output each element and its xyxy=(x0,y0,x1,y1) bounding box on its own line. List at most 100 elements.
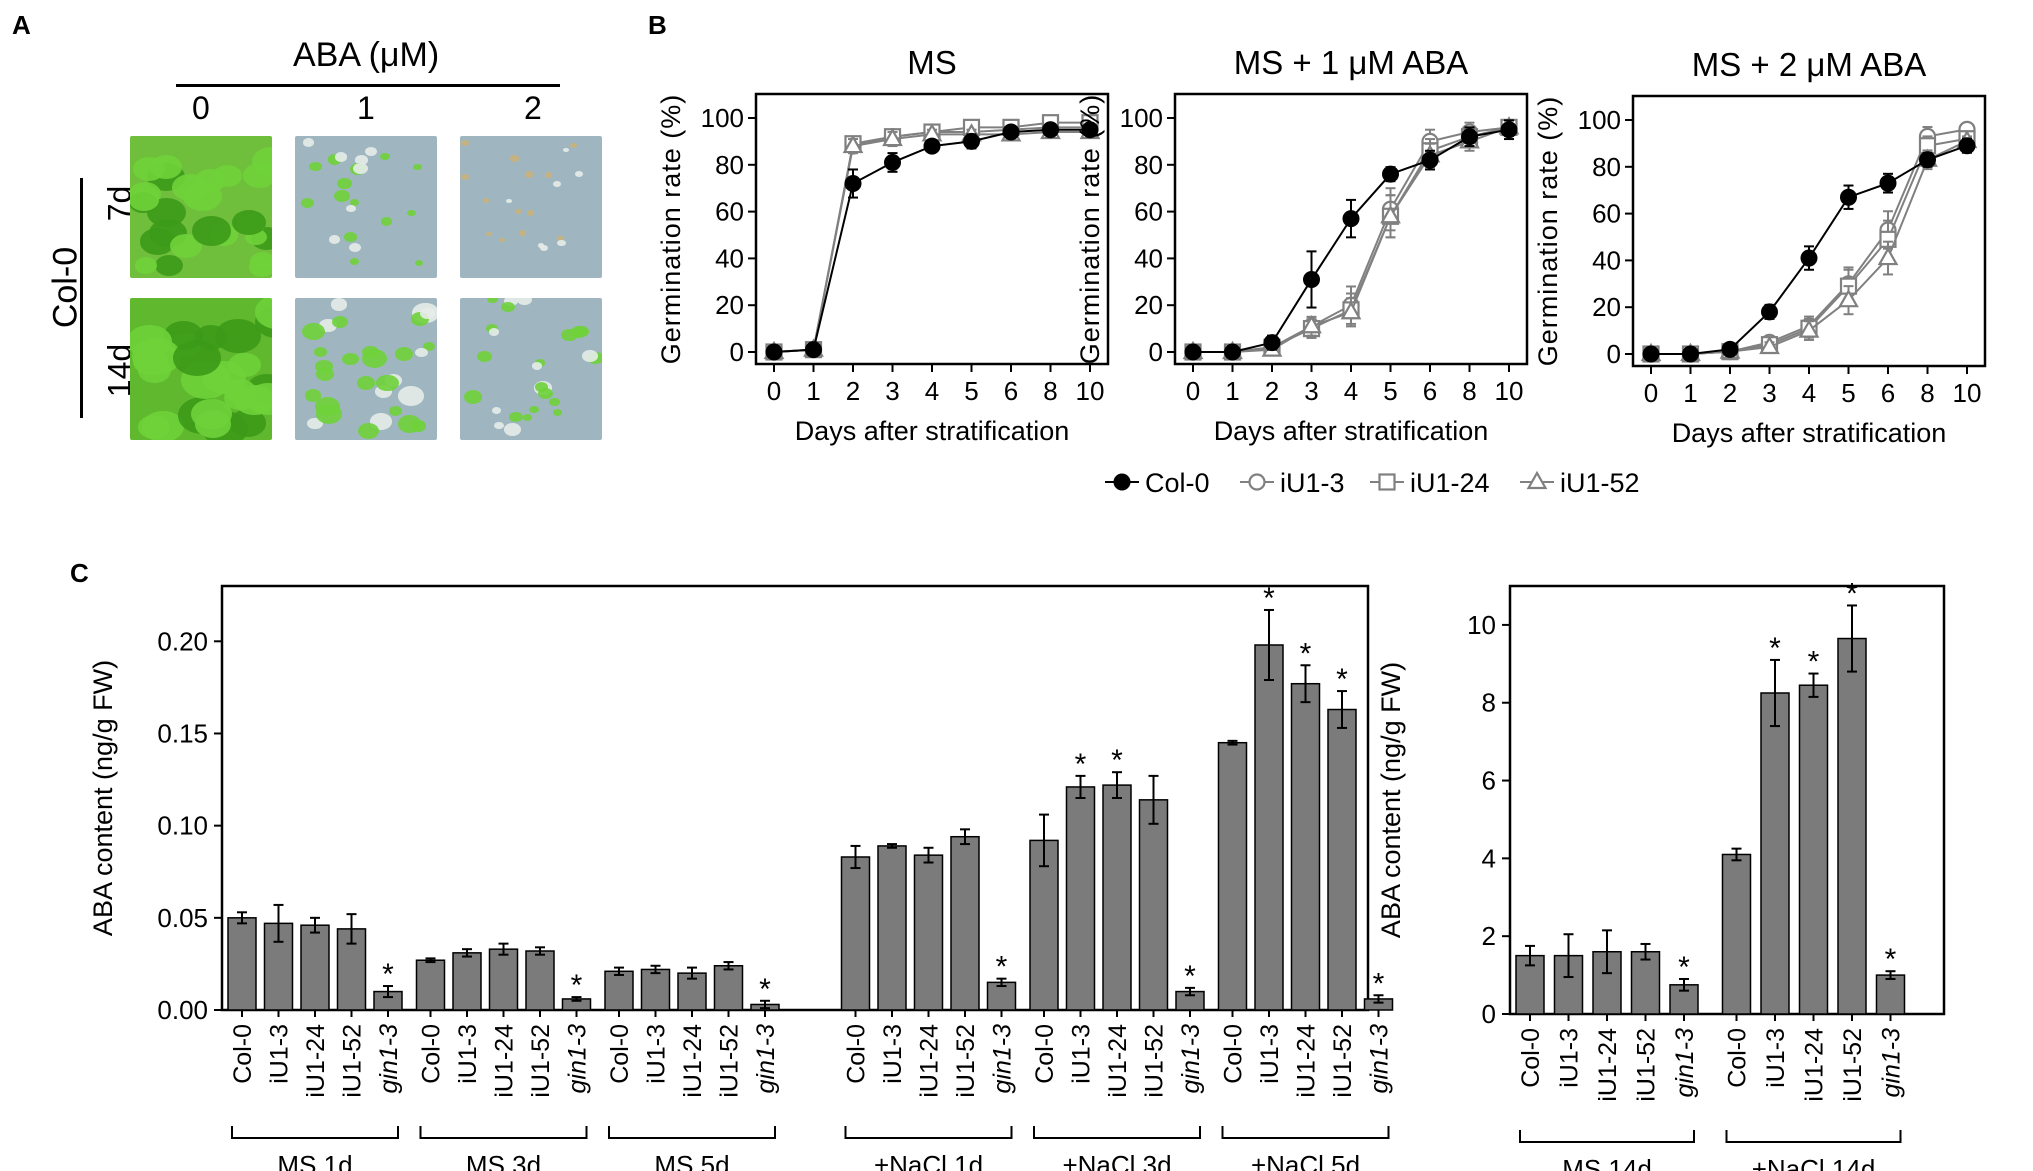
marker-iu1-3 xyxy=(1248,473,1266,491)
y-tick-label: 20 xyxy=(715,290,744,320)
legend-label: iU1-3 xyxy=(1280,468,1345,498)
marker-iu1-52 xyxy=(961,123,982,142)
group-label: +NaCl 14d xyxy=(1752,1154,1876,1171)
bar xyxy=(913,854,944,1011)
marker-iu1-3 xyxy=(1839,275,1858,293)
group-label: MS 3d xyxy=(466,1150,541,1171)
marker-iu1-24 xyxy=(1800,319,1818,337)
seedling xyxy=(517,298,532,305)
x-tick-label: iU1-24 xyxy=(302,1024,330,1098)
y-tick-label: 20 xyxy=(1592,292,1621,322)
bar xyxy=(1515,954,1545,1015)
marker-iu1-3 xyxy=(923,123,941,141)
bar xyxy=(1760,692,1790,1015)
seedling xyxy=(304,389,322,402)
y-tick-label: 10 xyxy=(1467,610,1496,640)
x-tick-label: 1 xyxy=(1683,378,1697,408)
marker-iu1-52 xyxy=(1877,246,1899,266)
conc-label-2: 2 xyxy=(524,90,542,126)
x-tick-label: gin1-3 xyxy=(1671,1028,1699,1098)
x-tick-label: 2 xyxy=(1723,378,1737,408)
marker-iu1-52 xyxy=(1222,340,1243,360)
marker-iu1-52 xyxy=(1526,470,1548,490)
seedling xyxy=(314,397,340,416)
marker-col-0 xyxy=(963,132,980,150)
seedling xyxy=(570,143,577,149)
bar xyxy=(415,959,446,1011)
x-tick-label: 5 xyxy=(1383,376,1397,406)
bar xyxy=(373,990,403,1011)
seedling xyxy=(301,197,315,208)
seedling xyxy=(191,399,232,430)
marker-col-0 xyxy=(1081,121,1099,139)
x-tick-label: iU1-3 xyxy=(1256,1024,1284,1084)
group-bracket xyxy=(844,1126,1013,1139)
marker-col-0 xyxy=(844,175,862,193)
marker-iu1-52 xyxy=(1380,205,1401,224)
y-tick-label: 0.15 xyxy=(157,718,208,748)
marker-col-0 xyxy=(1002,123,1020,141)
seedling xyxy=(413,163,422,170)
significance-mark: * xyxy=(571,969,583,1002)
aba-header-line xyxy=(176,84,560,87)
marker-iu1-24 xyxy=(1839,277,1858,295)
marker-iu1-3 xyxy=(1760,333,1779,351)
marker-iu1-24 xyxy=(1760,336,1779,354)
marker-iu1-24 xyxy=(1378,473,1396,491)
x-tick-label: iU1-24 xyxy=(1293,1024,1321,1098)
seedling xyxy=(301,323,325,341)
bar xyxy=(561,998,592,1011)
seedling xyxy=(342,352,359,366)
y-tick-label: 0 xyxy=(1149,337,1163,367)
marker-iu1-24 xyxy=(1263,338,1281,356)
seedling xyxy=(477,351,492,363)
marker-iu1-3 xyxy=(1879,221,1897,239)
marker-col-0 xyxy=(1721,340,1739,358)
seedling xyxy=(461,173,470,180)
series-line-Col-0 xyxy=(1193,128,1510,353)
marker-iu1-3 xyxy=(765,343,783,361)
seedling xyxy=(333,189,350,202)
seedling xyxy=(357,376,375,390)
seedling xyxy=(242,163,272,189)
x-tick-label: 4 xyxy=(925,376,939,406)
marker-iu1-24 xyxy=(1460,128,1479,146)
seedling xyxy=(486,232,492,237)
y-tick-label: 0.10 xyxy=(157,811,208,841)
conc-label-1: 1 xyxy=(357,90,375,126)
marker-iu1-52 xyxy=(763,340,785,360)
y-tick-label: 100 xyxy=(1578,105,1621,135)
marker-col-0 xyxy=(1879,174,1897,192)
x-tick-label: 2 xyxy=(1265,376,1279,406)
seedling xyxy=(422,341,436,352)
seedling xyxy=(132,156,165,181)
significance-mark: * xyxy=(1111,744,1123,777)
group-label: MS 5d xyxy=(654,1150,729,1171)
marker-iu1-3 xyxy=(1460,123,1479,141)
significance-mark: * xyxy=(1336,663,1348,696)
seedling xyxy=(344,232,357,242)
seedling xyxy=(522,414,532,422)
x-tick-label: iU1-3 xyxy=(1762,1028,1790,1088)
marker-col-0 xyxy=(765,343,783,361)
marker-iu1-3 xyxy=(1721,343,1739,361)
marker-iu1-3 xyxy=(844,137,862,155)
bar xyxy=(1065,786,1096,1011)
x-axis-label: Days after stratification xyxy=(1214,416,1489,446)
y-tick-label: 2 xyxy=(1482,921,1496,951)
bar xyxy=(950,835,980,1011)
seedling xyxy=(540,244,549,251)
marker-iu1-3 xyxy=(962,123,981,141)
y-axis-label: ABA content (ng/g FW) xyxy=(88,660,118,936)
marker-iu1-3 xyxy=(804,341,823,359)
marker-iu1-52 xyxy=(1640,342,1662,362)
y-axis-label: Germination rate (%) xyxy=(1075,94,1105,365)
marker-iu1-3 xyxy=(1302,317,1321,335)
marker-iu1-24 xyxy=(1223,343,1242,361)
genotype-label: Col-0 xyxy=(46,246,85,329)
bar xyxy=(1175,990,1205,1011)
seedling xyxy=(357,422,380,439)
x-tick-label: 1 xyxy=(1225,376,1239,406)
x-tick-label: Col-0 xyxy=(843,1024,871,1084)
seedling xyxy=(254,298,272,329)
